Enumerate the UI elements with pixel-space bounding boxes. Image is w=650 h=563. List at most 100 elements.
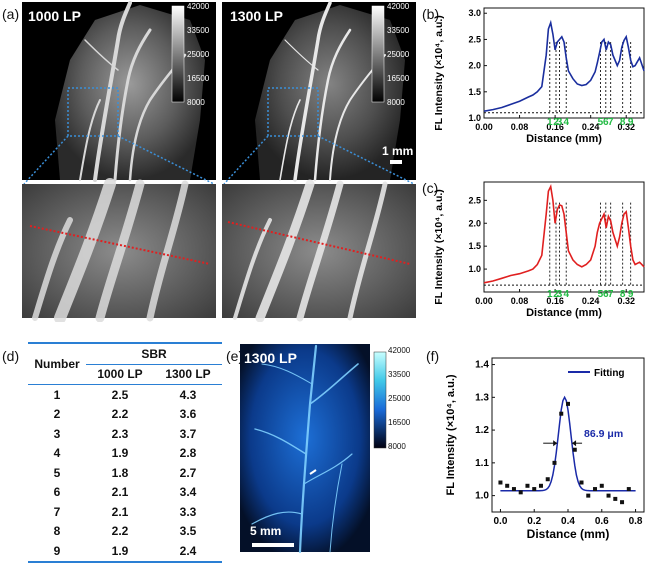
data-point xyxy=(532,487,537,492)
fit-curve xyxy=(500,395,636,492)
profile-marker-e xyxy=(309,469,317,475)
peak-label: 7 xyxy=(608,117,614,128)
peak-label: 4 xyxy=(563,117,569,128)
colorbar-1300lp xyxy=(371,5,385,103)
data-point xyxy=(613,496,618,501)
colorbar-tick-label: 25000 xyxy=(187,50,210,59)
peak-label: 6 xyxy=(603,117,609,128)
data-point xyxy=(626,487,631,492)
legend-label: Fitting xyxy=(594,368,625,379)
y-tick-label: 1.0 xyxy=(468,264,481,274)
x-tick-label: 0.08 xyxy=(511,122,529,132)
chart-f: 0.0 0.2 0.4 0.6 0.8 1.0 1.1 1.2 1.3 1.4 86.9 μm Fit… xyxy=(445,357,645,541)
peak-label: 5 xyxy=(598,289,604,300)
table-row: 5 1.8 2.7 xyxy=(53,465,197,480)
panel-label-c: (c) xyxy=(422,180,439,196)
data-point xyxy=(579,480,584,485)
header-1000lp: 1000 LP xyxy=(97,367,143,382)
peak-label: 3 xyxy=(557,289,563,300)
colorbar-tick-label: 8000 xyxy=(388,442,406,451)
colorbar-tick-label: 42000 xyxy=(187,2,210,11)
peak-label: 2 xyxy=(553,117,559,128)
data-point xyxy=(505,483,510,488)
peak-label: 4 xyxy=(563,289,569,300)
x-tick-label: 0.32 xyxy=(617,296,635,306)
panel-label-a: (a) xyxy=(2,6,20,22)
header-1300lp: 1300 LP xyxy=(165,367,211,382)
panel-e-figure xyxy=(240,344,387,554)
peak-label: 7 xyxy=(608,289,614,300)
profile-line-1000lp xyxy=(29,225,211,265)
tissue-1300lp xyxy=(255,5,405,180)
peak-label: 6 xyxy=(603,289,609,300)
peak-label: 2 xyxy=(553,289,559,300)
tissue-1000lp xyxy=(55,5,205,180)
table-row: 1 2.5 4.3 xyxy=(53,387,197,402)
scale-bar-a xyxy=(390,160,402,164)
y-tick-label: 1.2 xyxy=(475,425,489,436)
data-point xyxy=(586,493,591,498)
sbr-table: Number SBR 1000 LP 1300 LP 1 2.5 4.3 2 2.2 3… xyxy=(28,344,222,561)
data-point xyxy=(511,487,516,492)
y-tick-label: 2.5 xyxy=(468,195,481,205)
intensity-curve xyxy=(483,19,645,112)
data-point xyxy=(593,487,598,492)
roi-box-1000lp xyxy=(67,87,119,137)
x-tick-label: 0.00 xyxy=(475,122,493,132)
x-tick-label: 0.16 xyxy=(546,296,564,306)
panel-label-b: (b) xyxy=(422,6,440,22)
plot-frame xyxy=(483,7,645,119)
table-row: 2 2.2 3.6 xyxy=(53,407,197,422)
data-point xyxy=(606,493,611,498)
peak-label: 1 xyxy=(547,117,553,128)
colorbar-tick-label: 25000 xyxy=(388,394,411,403)
peak-label: 8 xyxy=(620,117,626,128)
panel-label-e: (e) xyxy=(226,348,244,364)
fwhm-arrowhead-right xyxy=(572,440,577,447)
data-point xyxy=(518,490,523,495)
colorbar-1300lp-wide xyxy=(373,351,387,449)
x-axis-label: Distance (mm) xyxy=(527,527,610,541)
data-point xyxy=(552,460,557,465)
peak-label: 9 xyxy=(628,289,634,300)
y-axis-label: FL Intensity (×10⁴, a.u.) xyxy=(433,15,445,131)
x-tick-label: 0.24 xyxy=(582,122,600,132)
table-row: 9 1.9 2.4 xyxy=(53,543,197,558)
image-1300lp-wide xyxy=(240,344,370,552)
data-point xyxy=(545,477,550,482)
x-tick-label: 0.4 xyxy=(561,516,575,527)
fwhm-arrowhead-left xyxy=(553,440,558,447)
y-tick-label: 2.0 xyxy=(468,61,481,71)
x-tick-label: 0.24 xyxy=(582,296,600,306)
x-tick-label: 0.2 xyxy=(527,516,541,527)
fwhm-annotation: 86.9 μm xyxy=(584,428,623,440)
scale-bar-e xyxy=(252,543,294,547)
colorbar-tick-label: 33500 xyxy=(387,26,410,35)
table-row: 8 2.2 3.5 xyxy=(53,524,197,539)
header-number: Number xyxy=(34,357,80,371)
x-tick-label: 0.6 xyxy=(595,516,609,527)
peak-label: 1 xyxy=(547,289,553,300)
data-point xyxy=(599,483,604,488)
table-row: 7 2.1 3.3 xyxy=(53,504,197,519)
y-axis-label: FL Intensity (×10⁴, a.u.) xyxy=(433,189,445,305)
y-tick-label: 1.1 xyxy=(475,458,489,469)
y-tick-label: 3.0 xyxy=(468,8,481,18)
y-axis-label: FL Intensity (×10⁴, a.u.) xyxy=(445,374,457,495)
title-1300lp: 1300 LP xyxy=(230,8,283,24)
plot-frame xyxy=(483,181,645,293)
profile-line-1300lp xyxy=(227,221,411,265)
y-tick-label: 1.4 xyxy=(475,360,489,371)
scale-label-e: 5 mm xyxy=(250,524,282,538)
data-point xyxy=(538,483,543,488)
peak-label: 5 xyxy=(598,117,604,128)
panel-label-f: (f) xyxy=(426,348,440,364)
x-tick-label: 0.00 xyxy=(475,296,493,306)
data-point xyxy=(620,500,625,505)
y-tick-label: 1.5 xyxy=(468,241,481,251)
x-axis-label: Distance (mm) xyxy=(526,307,602,319)
colorbar-tick-label: 33500 xyxy=(388,370,411,379)
colorbar-tick-label: 42000 xyxy=(387,2,410,11)
colorbar-tick-label: 33500 xyxy=(187,26,210,35)
table-row: 6 2.1 3.4 xyxy=(53,485,197,500)
